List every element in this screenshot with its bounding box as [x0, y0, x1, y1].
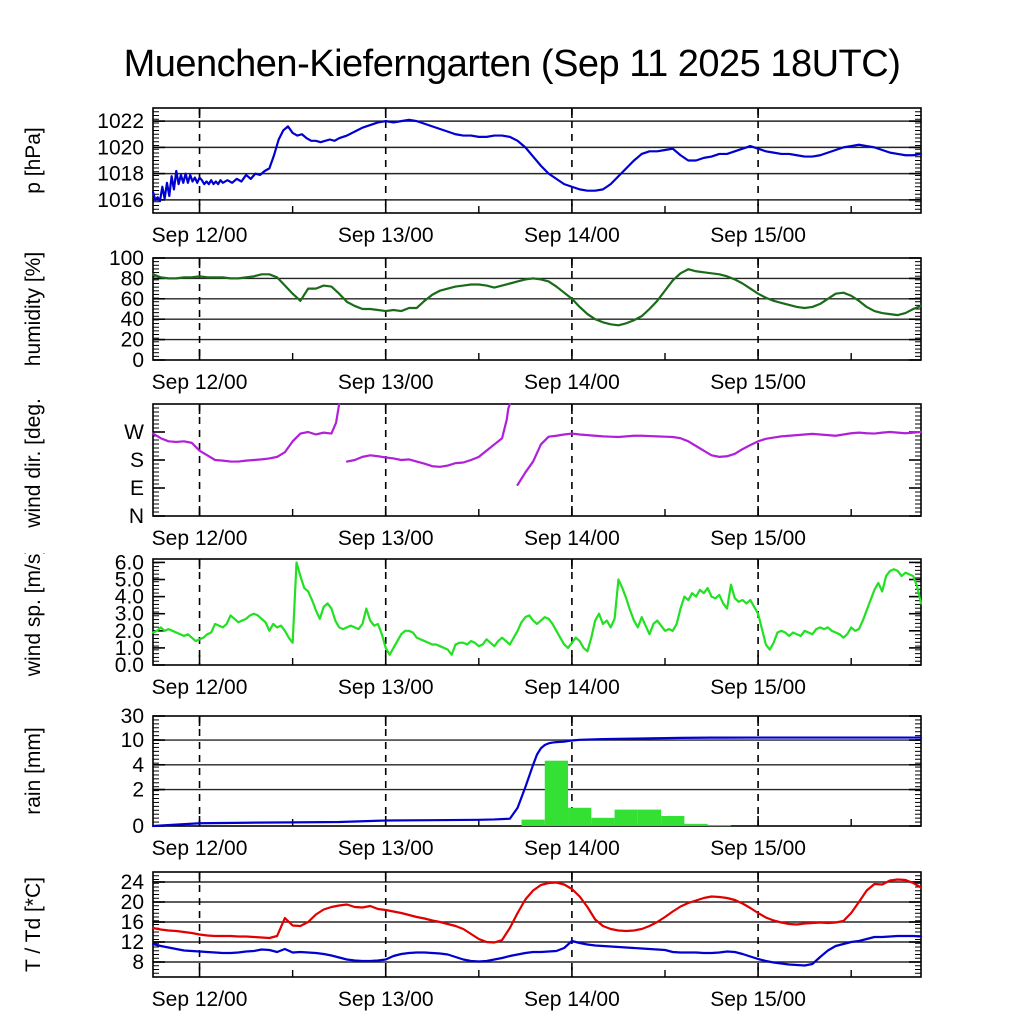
rain-bar — [661, 815, 685, 826]
y-tick-label: 3.0 — [115, 603, 144, 626]
y-tick-label: N — [129, 505, 144, 528]
rain-bar — [637, 809, 662, 826]
series-wind-direction — [345, 402, 511, 468]
page-title: Muenchen-Kieferngarten (Sep 11 2025 18UT… — [123, 43, 901, 86]
rain-bar — [591, 817, 615, 826]
panel-temperature: 8 12 16 20 24 T / Td [*C] Sep 12/00 Sep 13/00 Se… — [0, 862, 1024, 1024]
plot-frame — [152, 715, 922, 827]
y-axis-label: p [hPa] — [22, 127, 45, 194]
y-tick-label: 1022 — [97, 110, 144, 133]
series-pressure — [151, 118, 923, 203]
x-tick-label: Sep 13/00 — [338, 988, 434, 1011]
y-tick-label: 4.0 — [115, 586, 144, 609]
x-tick-label: Sep 14/00 — [524, 837, 620, 860]
y-tick-label: 100 — [109, 250, 144, 270]
plot-frame — [152, 403, 922, 517]
y-tick-label: 0 — [132, 815, 144, 838]
y-axis-label: wind sp. [m/s] — [22, 553, 45, 677]
y-tick-label: 40 — [121, 308, 144, 331]
x-tick-label: Sep 15/00 — [710, 371, 806, 394]
x-tick-label: Sep 12/00 — [152, 224, 248, 247]
x-tick-label: Sep 14/00 — [524, 224, 620, 247]
panel-wind-speed: 0.0 1.0 2.0 3.0 4.0 5.0 6.0 wind sp. [m/s] Sep 1… — [0, 553, 1024, 708]
plot-frame — [152, 558, 922, 666]
y-tick-label: 1020 — [97, 136, 144, 159]
y-tick-label: S — [130, 449, 144, 472]
series-T — [151, 878, 923, 944]
y-tick-label: 4 — [132, 754, 144, 777]
panel-pressure: 1016 1018 1020 1022 p [hPa] Sep 12/00 Sep 13/0… — [0, 98, 1024, 248]
y-tick-label: 6.0 — [115, 553, 144, 574]
x-tick-label: Sep 15/00 — [710, 837, 806, 860]
panel-humidity: 0 20 40 60 80 100 humidity [%] Sep 12/00 Sep 13/… — [0, 250, 1024, 398]
y-tick-label: 1.0 — [115, 637, 144, 660]
y-tick-label: 2 — [132, 779, 144, 802]
x-tick-label: Sep 12/00 — [152, 837, 248, 860]
y-tick-label: E — [130, 477, 144, 500]
x-tick-label: Sep 13/00 — [338, 371, 434, 394]
x-tick-label: Sep 14/00 — [524, 676, 620, 699]
plot-frame — [152, 257, 922, 361]
series-accumulated-rain — [151, 736, 923, 828]
x-tick-label: Sep 13/00 — [338, 837, 434, 860]
y-tick-label: 0.0 — [115, 654, 144, 677]
chart-wind_speed: 0.01.02.03.04.05.06.0 wind sp. [m/s] Sep 1… — [22, 553, 923, 699]
y-tick-label: 1018 — [97, 163, 144, 186]
y-tick-label: 16 — [121, 911, 144, 934]
x-tick-label: Sep 12/00 — [152, 527, 248, 550]
series-Td — [151, 934, 923, 967]
y-tick-label: 1016 — [97, 189, 144, 212]
x-tick-label: Sep 14/00 — [524, 371, 620, 394]
rain-bar — [521, 819, 545, 826]
y-tick-label: 12 — [121, 931, 144, 954]
x-tick-label: Sep 13/00 — [338, 527, 434, 550]
y-tick-label: 8 — [132, 951, 144, 974]
x-tick-label: Sep 13/00 — [338, 224, 434, 247]
x-tick-label: Sep 12/00 — [152, 371, 248, 394]
y-axis-label: wind dir. [deg.] — [22, 398, 45, 529]
series-wind-direction — [516, 430, 923, 486]
y-axis-label: T / Td [*C] — [22, 877, 45, 972]
rain-bar — [614, 809, 638, 826]
rain-bar — [707, 825, 731, 827]
series-wind-direction — [151, 402, 341, 463]
x-tick-label: Sep 14/00 — [524, 527, 620, 550]
x-tick-label: Sep 13/00 — [338, 676, 434, 699]
y-tick-label: 5.0 — [115, 569, 144, 592]
panel-rain: 0 2 4 10 30 rain [mm] Sep 12/00 Sep 13/00 Sep 14… — [0, 708, 1024, 862]
y-tick-label: W — [124, 421, 144, 444]
y-tick-label: 0 — [132, 349, 144, 372]
y-tick-label: 10 — [121, 729, 144, 752]
x-tick-label: Sep 12/00 — [152, 988, 248, 1011]
x-tick-label: Sep 14/00 — [524, 988, 620, 1011]
x-tick-label: Sep 15/00 — [710, 676, 806, 699]
x-tick-label: Sep 15/00 — [710, 527, 806, 550]
chart-pressure: 1016 1018 1020 1022 p [hPa] Sep 12/00 Sep 13/0… — [22, 107, 923, 247]
rain-bar — [568, 807, 592, 826]
x-tick-label: Sep 15/00 — [710, 224, 806, 247]
x-tick-label: Sep 15/00 — [710, 988, 806, 1011]
y-axis-label: rain [mm] — [22, 727, 45, 815]
y-tick-label: 20 — [121, 891, 144, 914]
y-tick-label: 60 — [121, 288, 144, 311]
y-tick-label: 30 — [121, 708, 144, 728]
y-tick-label: 80 — [121, 267, 144, 290]
series-relative-humidity — [151, 268, 923, 327]
series-wind-speed — [151, 561, 923, 656]
y-tick-label: 2.0 — [115, 620, 144, 643]
y-tick-label: 20 — [121, 329, 144, 352]
y-tick-label: 24 — [121, 871, 145, 894]
rain-bar — [544, 760, 569, 826]
rain-bar — [684, 823, 708, 826]
x-tick-label: Sep 12/00 — [152, 676, 248, 699]
y-axis-label: humidity [%] — [22, 252, 45, 366]
